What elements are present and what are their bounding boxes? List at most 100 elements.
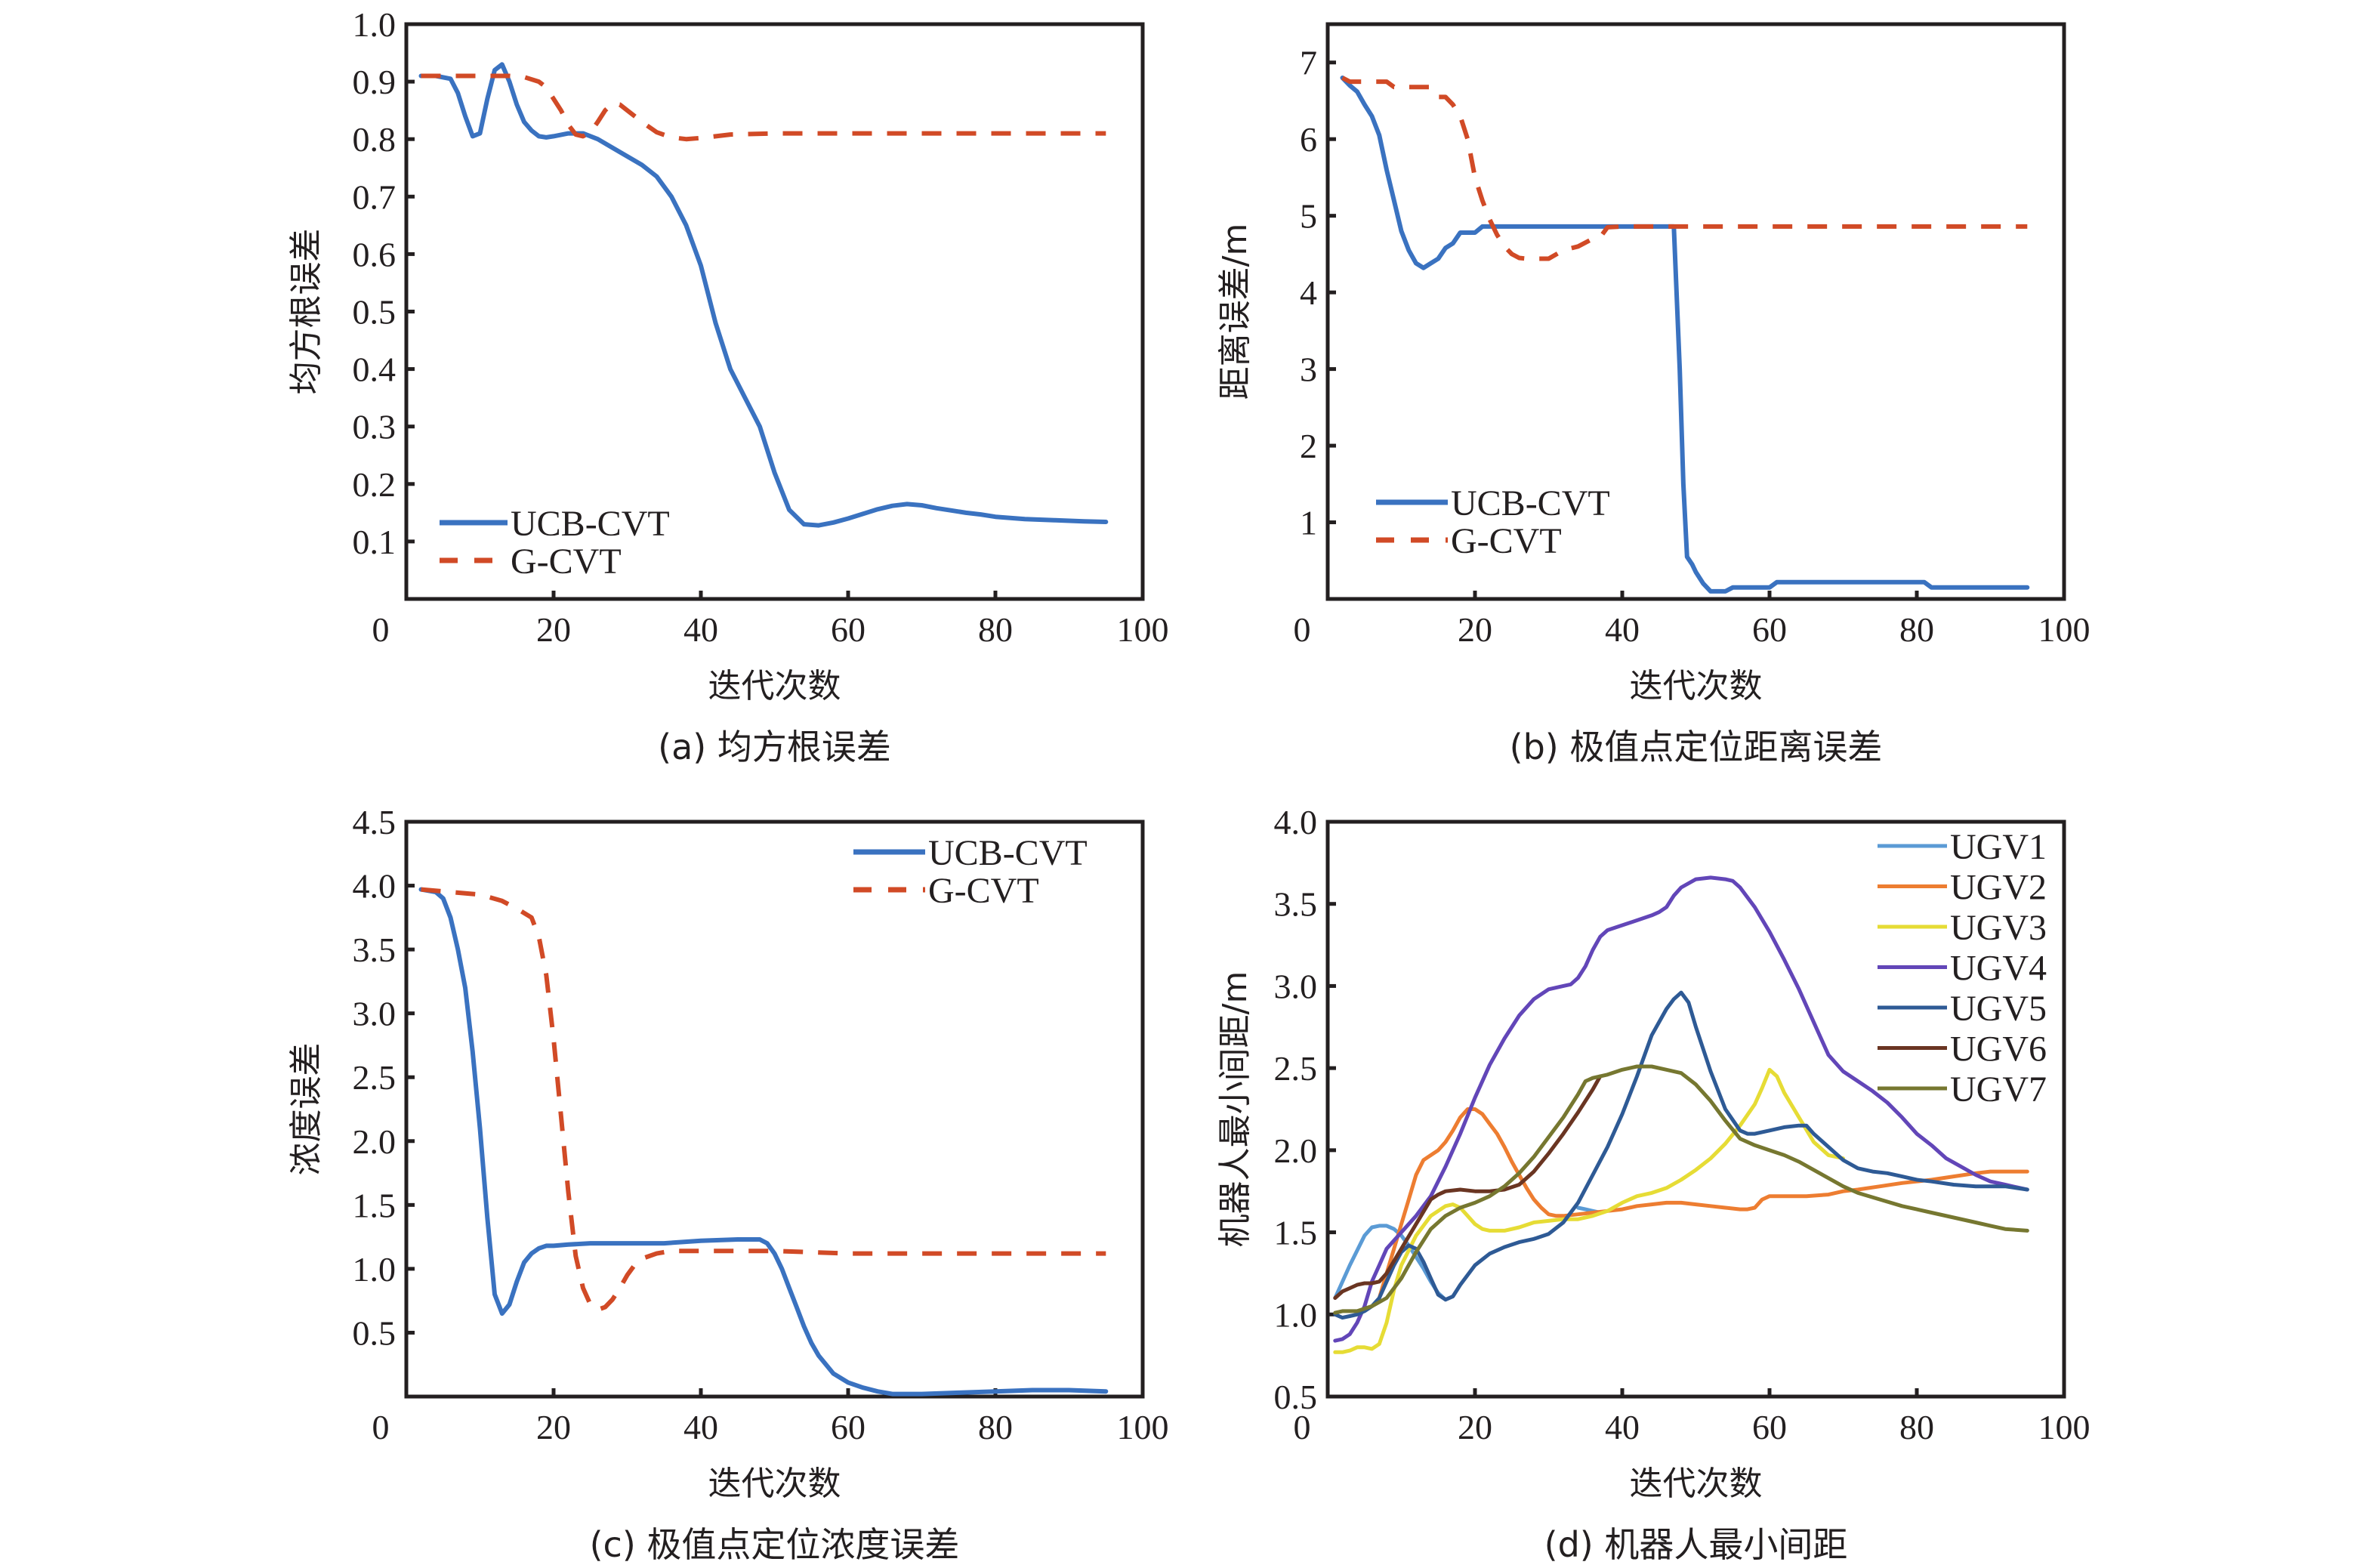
y-tick-label: 2 — [1300, 427, 1317, 465]
x-axis-title: 迭代次数 — [708, 1465, 841, 1503]
plot-frame — [404, 819, 1145, 1399]
y-tick-label: 0.3 — [353, 408, 396, 446]
legend-label: G-CVT — [511, 542, 622, 582]
y-tick-label: 0.2 — [353, 465, 396, 504]
panel-d-robot-min-distance: 0 20 40 60 80 100 0.5 1.0 1.5 2.0 2.5 3.0 3.5 4.0 迭代次数… — [1216, 803, 2090, 1565]
series-line-ucb-cvt — [418, 62, 1109, 528]
series-line-ugv5 — [1333, 990, 2029, 1320]
legend-label: UCB-CVT — [1451, 483, 1610, 523]
series-line-ugv3 — [1333, 1067, 1845, 1354]
panel-caption: (a) 均方根误差 — [658, 727, 891, 767]
series-line-ugv7 — [1333, 1064, 2029, 1315]
panel-a-rmse: 0 20 40 60 80 100 0.1 0.2 0.3 0.4 0.5 0.6 0.7 0.8 0.9 1… — [287, 5, 1169, 767]
y-tick-label: 0.5 — [353, 293, 396, 332]
y-tick-label: 4.0 — [353, 867, 396, 906]
y-tick-label: 1.0 — [1274, 1295, 1318, 1334]
series-line-ucb-cvt — [418, 887, 1109, 1397]
y-tick-label: 0.9 — [353, 63, 396, 101]
legend-label: UGV6 — [1950, 1029, 2047, 1070]
legend-label: UGV1 — [1950, 827, 2047, 867]
x-tick-label: 0 — [372, 610, 390, 649]
x-tick-label: 40 — [1605, 610, 1640, 649]
legend-label: UGV5 — [1950, 989, 2047, 1029]
y-tick-label: 2.0 — [1274, 1131, 1318, 1170]
x-tick-label: 20 — [1458, 1408, 1492, 1446]
panel-b-distance-error: 0 20 40 60 80 100 1 2 3 4 5 6 7 迭代次数 距离误差/m (b) 极值点定位距离… — [1216, 22, 2090, 767]
y-tick-label: 3.0 — [353, 995, 396, 1033]
legend-label: UCB-CVT — [928, 833, 1088, 873]
x-tick-label: 20 — [1458, 610, 1492, 649]
x-tick-label: 60 — [831, 1408, 866, 1446]
y-tick-label: 1.5 — [353, 1186, 396, 1224]
x-tick-label: 60 — [1752, 610, 1787, 649]
x-tick-label: 80 — [1899, 1408, 1934, 1446]
y-tick-label: 0.4 — [353, 350, 396, 389]
x-tick-label: 0 — [372, 1408, 390, 1446]
y-tick-label: 2.5 — [353, 1058, 396, 1097]
y-axis-title: 机器人最小间距/m — [1216, 971, 1254, 1248]
x-tick-label: 80 — [978, 1408, 1013, 1446]
y-tick-label: 2.5 — [1274, 1049, 1318, 1088]
legend-label: UGV3 — [1950, 908, 2047, 948]
y-tick-label: 4.0 — [1274, 803, 1318, 841]
legend-label: UGV2 — [1950, 868, 2047, 908]
y-tick-label: 0.6 — [353, 235, 396, 273]
y-tick-label: 1.0 — [353, 5, 396, 44]
y-tick-label: 4.5 — [353, 803, 396, 841]
x-tick-label: 80 — [978, 610, 1013, 649]
legend-label: G-CVT — [928, 871, 1039, 911]
y-tick-label: 0.8 — [353, 120, 396, 159]
x-tick-label: 100 — [2038, 610, 2090, 649]
y-axis-title: 距离误差/m — [1216, 224, 1254, 400]
panel-caption: (d) 机器人最小间距 — [1544, 1524, 1848, 1565]
x-tick-label: 100 — [1117, 610, 1169, 649]
y-tick-label: 1.0 — [353, 1250, 396, 1289]
legend-label: G-CVT — [1451, 521, 1562, 561]
y-tick-label: 1.5 — [1274, 1214, 1318, 1252]
x-tick-label: 60 — [1752, 1408, 1787, 1446]
series-line-g-cvt — [1341, 76, 2028, 261]
x-axis-title: 迭代次数 — [708, 667, 841, 705]
plot-frame — [1325, 22, 2066, 601]
x-tick-label: 20 — [536, 610, 571, 649]
y-tick-label: 5 — [1300, 197, 1317, 236]
series-line-ugv4 — [1333, 875, 2029, 1343]
legend-label: UGV7 — [1950, 1070, 2047, 1110]
y-tick-label: 3.5 — [1274, 885, 1318, 924]
y-tick-label: 3 — [1300, 350, 1317, 389]
y-tick-label: 6 — [1300, 120, 1317, 159]
y-tick-label: 0.1 — [353, 523, 396, 561]
y-tick-label: 0.5 — [1274, 1378, 1318, 1416]
legend-label: UGV4 — [1950, 949, 2047, 989]
series-line-ugv6 — [1333, 1074, 1603, 1300]
plot-frame — [1325, 819, 2066, 1399]
x-tick-label: 100 — [1117, 1408, 1169, 1446]
x-tick-label: 0 — [1294, 610, 1311, 649]
x-axis-title: 迭代次数 — [1630, 667, 1763, 705]
panel-c-concentration-error: 0 20 40 60 80 100 0.5 1.0 1.5 2.0 2.5 3.0 3.5 4.0 4.5 迭… — [287, 803, 1169, 1565]
legend-label: UCB-CVT — [511, 504, 670, 544]
x-tick-label: 0 — [1294, 1408, 1311, 1446]
x-tick-label: 80 — [1899, 610, 1934, 649]
y-tick-label: 3.0 — [1274, 967, 1318, 1005]
x-tick-label: 60 — [831, 610, 866, 649]
series-line-g-cvt — [421, 73, 1106, 142]
y-axis-title: 浓度误差 — [287, 1043, 326, 1176]
y-tick-label: 4 — [1300, 273, 1317, 312]
x-tick-label: 40 — [683, 610, 718, 649]
x-tick-label: 100 — [2038, 1408, 2090, 1446]
panel-caption: (c) 极值点定位浓度误差 — [590, 1524, 960, 1565]
series-line-g-cvt — [421, 887, 1106, 1312]
y-tick-label: 1 — [1300, 504, 1317, 542]
series-line-ucb-cvt — [1340, 76, 2030, 594]
x-tick-label: 20 — [536, 1408, 571, 1446]
y-tick-label: 2.0 — [353, 1122, 396, 1161]
panel-caption: (b) 极值点定位距离误差 — [1510, 727, 1883, 767]
y-tick-label: 3.5 — [353, 931, 396, 969]
y-tick-label: 7 — [1300, 44, 1317, 82]
x-axis-title: 迭代次数 — [1630, 1465, 1763, 1503]
y-tick-label: 0.5 — [353, 1313, 396, 1352]
y-axis-title: 均方根误差 — [287, 229, 326, 395]
x-tick-label: 40 — [683, 1408, 718, 1446]
